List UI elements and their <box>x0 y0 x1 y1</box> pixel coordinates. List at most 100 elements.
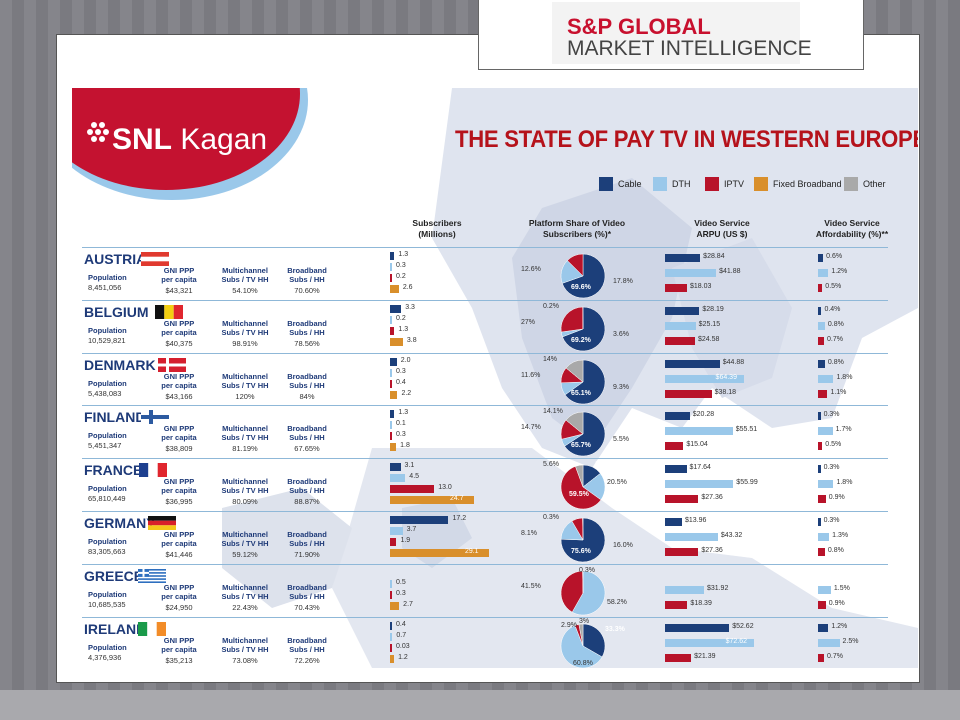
broadband-label: Broadband Subs / HH <box>287 635 327 654</box>
share-value-dth: 5.5% <box>613 436 629 444</box>
legend-label: Cable <box>618 179 642 189</box>
arpu-bar-iptv <box>665 389 712 398</box>
multichannel-value: 59.12% <box>232 550 258 559</box>
share-value-cable: 65.7% <box>571 442 591 450</box>
subs-bar-cable <box>390 410 395 419</box>
affordability-value-iptv: 0.9% <box>828 494 845 502</box>
share-value-dth: 60.8% <box>573 659 593 667</box>
affordability-value-cable: 0.6% <box>826 253 843 260</box>
gni-label: GNI PPP per capita <box>161 266 197 284</box>
germany-flag-icon <box>148 516 176 530</box>
subs-bar-iptv <box>390 432 392 441</box>
affordability-bar-dth <box>818 427 833 436</box>
arpu-value-cable: $13.96 <box>685 517 707 524</box>
arpu-value-dth: $55.99 <box>736 479 758 487</box>
platform-share-pie <box>560 412 606 457</box>
subs-bar-cable <box>390 304 402 313</box>
gni-label: GNI PPP per capita <box>161 424 197 443</box>
ireland-flag-icon <box>138 621 166 636</box>
austria-flag-icon <box>141 252 169 266</box>
arpu-bar-dth <box>665 374 744 383</box>
arpu-value-iptv: $24.58 <box>697 335 720 343</box>
population-value: 5,451,347 <box>88 441 122 451</box>
broadband-label: Broadband Subs / HH <box>287 424 327 443</box>
france-flag-icon <box>139 463 167 478</box>
legend-label: Fixed Broadband <box>773 179 842 189</box>
multichannel-label: Multichannel Subs / TV HH <box>221 530 269 548</box>
subs-value-dth: 3.7 <box>406 526 417 533</box>
broadband-value: 71.90% <box>294 550 320 559</box>
brand-rest: Kagan <box>172 123 268 156</box>
legend-swatch <box>599 177 613 191</box>
gni-value: $38,809 <box>165 444 193 454</box>
pie-slice-dth <box>571 570 606 616</box>
pie-slice-iptv <box>566 253 584 277</box>
multichannel-label: Multichannel Subs / TV HH <box>221 635 269 654</box>
denmark-flag-icon <box>158 357 186 372</box>
affordability-value-dth: 1.8% <box>836 479 853 487</box>
country-name: IRELAND <box>84 620 147 637</box>
country-name: GERMANY <box>84 515 156 531</box>
affordability-bar-dth <box>818 480 834 489</box>
country-row-france: FRANCE Population 65,810,449 GNI PPP per ca… <box>82 458 888 511</box>
pie-slice-cable <box>564 359 606 404</box>
subs-value-iptv: 13.0 <box>438 484 452 492</box>
arpu-bar-dth <box>665 321 696 330</box>
affordability-bar-dth <box>818 533 830 541</box>
affordability-bar-cable <box>818 359 825 368</box>
population-value: 65,810,449 <box>88 494 126 504</box>
affordability-bar-iptv <box>818 389 828 398</box>
pie-slice-iptv <box>560 306 584 333</box>
affordability-value-dth: 1.8% <box>836 373 853 381</box>
affordability-bar-iptv <box>818 442 823 451</box>
subs-value-dth: 0.1 <box>396 420 406 428</box>
share-value-other: 0.3% <box>543 514 559 521</box>
platform-share-pie <box>560 464 606 510</box>
logo-line-2: MARKET INTELLIGENCE <box>567 37 812 60</box>
multichannel-label: Multichannel Subs / TV HH <box>221 371 269 390</box>
population-value: 10,529,821 <box>88 335 126 345</box>
share-value-iptv: 41.5% <box>521 582 541 590</box>
country-row-belgium: BELGIUM Population 10,529,821 GNI PPP per c… <box>82 299 888 353</box>
subs-value-fixed-broadband: 2.6 <box>402 284 413 291</box>
multichannel-value: 120% <box>235 391 255 401</box>
affordability-value-iptv: 0.7% <box>827 335 843 343</box>
country-name: BELGIUM <box>84 303 149 320</box>
subs-bar-dth <box>390 632 393 641</box>
arpu-value-dth: $41.88 <box>719 268 741 275</box>
subs-value-dth: 4.5 <box>409 473 420 481</box>
subs-bar-cable <box>390 252 395 260</box>
subs-bar-iptv <box>390 485 435 494</box>
population-label: Population <box>88 273 127 282</box>
arpu-bar-cable <box>665 359 720 368</box>
platform-share-pie <box>560 306 606 352</box>
multichannel-value: 73.08% <box>232 655 258 665</box>
gni-value: $36,995 <box>165 497 193 507</box>
share-value-dth: 20.5% <box>607 479 627 487</box>
affordability-value-cable: 0.8% <box>827 358 844 366</box>
gni-label: GNI PPP per capita <box>161 635 197 654</box>
infographic: SNL Kagan THE STATE OF PAY TV IN WESTERN… <box>72 88 918 668</box>
subs-value-iptv: 1.3 <box>398 325 409 333</box>
share-value-cable: 14.4% <box>595 461 615 469</box>
population-label: Population <box>88 484 127 494</box>
share-value-dth: 16.0% <box>613 542 633 549</box>
share-value-iptv: 27% <box>521 318 536 326</box>
share-value-iptv: 2.9% <box>561 621 577 629</box>
country-row-finland: FINLAND Population 5,451,347 GNI PPP per ca… <box>82 405 888 458</box>
legend-label: DTH <box>672 179 691 189</box>
arpu-value-iptv: $21.39 <box>694 652 716 660</box>
header-subscribers: Subscribers (Millions) <box>412 218 462 239</box>
affordability-bar-cable <box>818 254 824 262</box>
infographic-title: THE STATE OF PAY TV IN WESTERN EUROPE <box>455 126 918 153</box>
subs-value-cable: 3.1 <box>404 462 415 470</box>
affordability-bar-dth <box>818 321 825 330</box>
arpu-value-iptv: $15.04 <box>686 441 708 449</box>
pie-slice-other <box>565 412 584 435</box>
subs-value-cable: 1.3 <box>398 251 409 258</box>
subs-value-dth: 0.7 <box>396 631 407 639</box>
subs-value-dth: 0.3 <box>396 367 406 375</box>
share-value-cable: 75.6% <box>571 548 591 555</box>
arpu-value-cable: $28.19 <box>702 305 724 313</box>
share-value-other: 14% <box>543 355 558 363</box>
